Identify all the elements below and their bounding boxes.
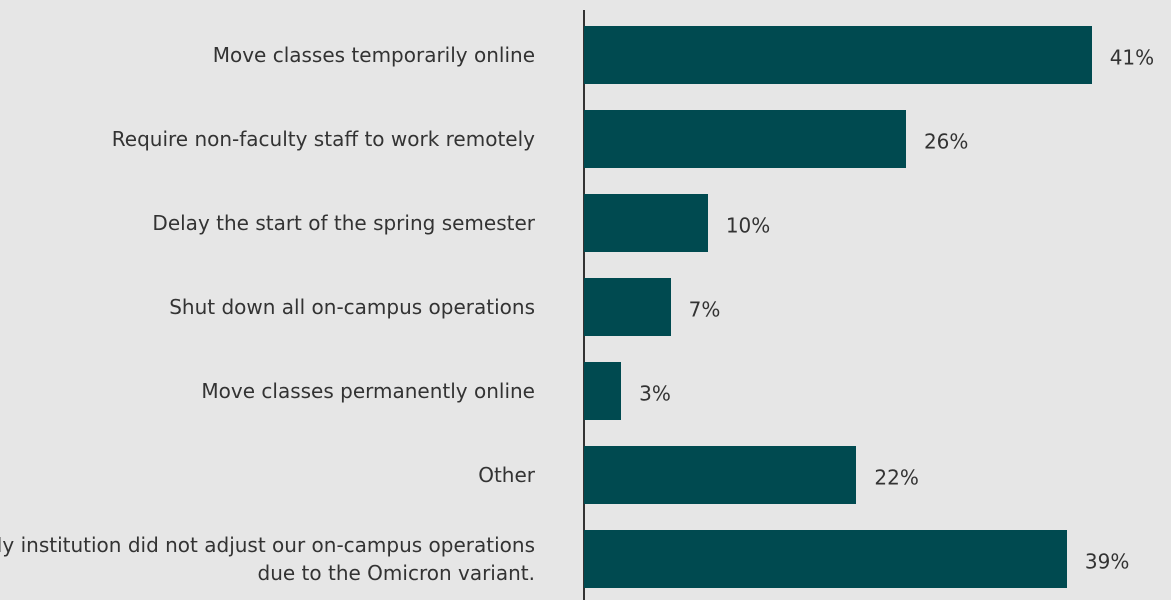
category-label: Other [478, 463, 535, 487]
bar [584, 362, 622, 420]
value-label: 22% [874, 465, 919, 490]
value-label: 3% [639, 381, 671, 406]
bar [584, 26, 1092, 84]
value-label: 10% [725, 213, 771, 238]
category-label: Shut down all on-campus operations [169, 295, 535, 319]
bar [584, 194, 708, 252]
bar [584, 110, 906, 168]
category-label: Require non-faculty staff to work remote… [111, 127, 535, 151]
bar [584, 530, 1067, 588]
category-label: Delay the start of the spring semester [152, 211, 535, 235]
value-label: 41% [1109, 45, 1155, 70]
category-label: Move classes permanently online [201, 379, 535, 403]
bar [584, 278, 671, 336]
category-label: My institution did not adjust our on-cam… [0, 533, 535, 585]
value-label: 26% [923, 129, 969, 154]
value-label: 39% [1084, 549, 1130, 574]
value-label: 7% [688, 297, 721, 322]
bar [584, 446, 857, 504]
category-label: Move classes temporarily online [212, 43, 535, 67]
